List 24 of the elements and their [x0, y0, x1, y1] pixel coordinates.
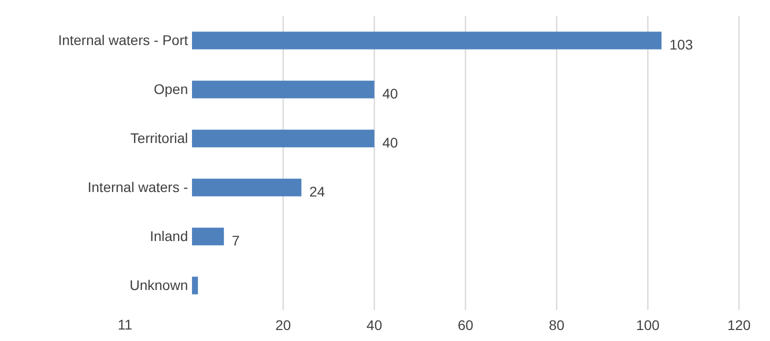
y-tick-label: Open — [154, 80, 188, 97]
y-tick-label: Internal waters - Port — [58, 32, 188, 48]
data-label: 40 — [382, 134, 398, 150]
x-tick-label: 20 — [275, 316, 292, 333]
x-tick-label: 100 — [636, 316, 660, 333]
y-tick-label: Unknown — [130, 276, 188, 293]
y-tick-label: Territorial — [130, 130, 188, 146]
y-tick-label: Internal waters - — [88, 178, 188, 195]
bar — [192, 80, 374, 98]
text: 11 — [118, 316, 132, 332]
bar — [192, 276, 198, 294]
x-tick-label: 120 — [727, 316, 751, 333]
data-label: 103 — [670, 36, 694, 52]
bar — [192, 130, 374, 148]
data-label: 40 — [382, 86, 398, 102]
y-tick-label: Inland — [150, 228, 188, 244]
data-label: 7 — [232, 232, 240, 248]
bar — [192, 32, 662, 50]
x-tick-label: 80 — [548, 316, 565, 333]
bar — [192, 178, 302, 196]
data-label: 24 — [309, 184, 326, 200]
bar — [192, 228, 224, 246]
x-tick-label: 40 — [366, 316, 382, 333]
x-tick-label: 60 — [458, 316, 474, 333]
